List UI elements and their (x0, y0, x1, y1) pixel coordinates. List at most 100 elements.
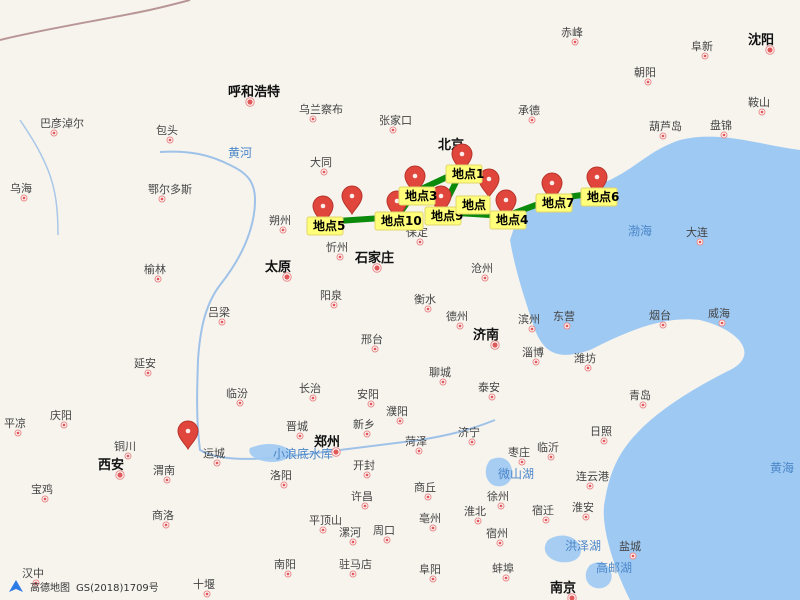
pin-dot (394, 198, 400, 204)
location-label: 地点7 (542, 195, 574, 210)
city-dot-center (520, 460, 524, 464)
city-dot-center (458, 324, 462, 328)
map-pin[interactable] (341, 185, 363, 216)
city-dot-center (311, 396, 315, 400)
city-label: 潍坊 (574, 351, 596, 365)
pin-body (478, 168, 500, 199)
city-dot-center (483, 276, 487, 280)
pin-dot (438, 193, 444, 199)
city-dot-center (321, 528, 325, 532)
city-dot-center (602, 439, 606, 443)
city-dot-center (549, 455, 553, 459)
city-label: 延安 (134, 356, 156, 370)
city-label: 滨州 (518, 312, 540, 326)
city-label: 开封 (353, 458, 375, 472)
city-dot-center (160, 197, 164, 201)
location-label: 地点6 (587, 189, 619, 204)
city-dot-center (284, 274, 290, 280)
city-label: 平凉 (4, 416, 26, 430)
map-license: GS(2018)1709号 (76, 583, 159, 594)
city-dot-center (698, 240, 702, 244)
city-label: 承德 (518, 103, 540, 117)
city-dot-center (164, 523, 168, 527)
city-dot-center (34, 581, 38, 585)
city-dot-center (333, 449, 339, 455)
city-label: 宿州 (486, 526, 508, 540)
city-dot-center (298, 434, 302, 438)
city-dot-center (722, 133, 726, 137)
city-dot-center (385, 538, 389, 542)
pin-dot (594, 174, 600, 180)
city-dot-center (156, 277, 160, 281)
city-label: 周口 (373, 524, 395, 537)
city-dot-center (351, 572, 355, 576)
city-label: 长治 (299, 381, 321, 395)
city-label: 商丘 (414, 480, 436, 494)
water-label: 小浪底水库 (273, 446, 333, 461)
city-label: 大同 (310, 155, 332, 169)
city-dot-center (470, 440, 474, 444)
gaoyou-lake (585, 562, 612, 589)
city-label: 庆阳 (50, 408, 72, 422)
city-label: 盐城 (619, 540, 641, 553)
city-dot-center (62, 423, 66, 427)
city-dot-center (365, 473, 369, 477)
city-label: 泰安 (478, 380, 500, 394)
city-label: 鞍山 (748, 95, 770, 109)
city-label: 临汾 (226, 386, 248, 400)
city-label: 运城 (203, 447, 225, 460)
city-dot-center (373, 347, 377, 351)
city-dot-center (238, 401, 242, 405)
city-dot-center (573, 40, 577, 44)
city-dot-center (441, 380, 445, 384)
city-dot-center (646, 80, 650, 84)
city-label: 德州 (446, 309, 468, 323)
city-dot-center (286, 572, 290, 576)
city-dot-center (569, 595, 575, 600)
city-label: 邢台 (361, 332, 383, 346)
city-dot-center (492, 342, 498, 348)
city-label: 平顶山 (309, 514, 342, 527)
city-label: 安阳 (357, 387, 379, 401)
city-dot-center (22, 196, 26, 200)
city-label: 徐州 (487, 489, 509, 503)
city-dot-center (584, 515, 588, 519)
city-dot-center (504, 576, 508, 580)
location-label: 地点 (462, 197, 486, 212)
city-label: 临沂 (537, 440, 559, 454)
city-label: 赤峰 (561, 26, 583, 39)
city-dot-center (374, 265, 380, 271)
city-label: 盘锦 (710, 118, 732, 132)
province-capital-label: 太原 (264, 259, 291, 275)
city-label: 榆林 (144, 262, 166, 276)
city-dot-center (215, 461, 219, 465)
city-dot-center (530, 327, 534, 331)
city-label: 汉中 (22, 567, 44, 580)
city-label: 朝阳 (634, 66, 656, 79)
city-label: 巴彦淖尔 (40, 116, 84, 130)
city-dot-center (338, 255, 342, 259)
map-pin[interactable] (478, 168, 500, 199)
city-label: 淮北 (464, 505, 486, 518)
city-dot-center (490, 395, 494, 399)
location-label: 地点1 (452, 166, 484, 181)
city-dot-center (720, 321, 724, 325)
city-dot-center (247, 99, 253, 105)
pin-body (341, 185, 363, 216)
city-dot-center (332, 303, 336, 307)
map-pin[interactable] (177, 420, 199, 451)
city-dot-center (476, 519, 480, 523)
city-label: 亳州 (419, 511, 441, 525)
location-labels: 地点1 地点3 地点9 地点10 地点5 地点4 地点7 地点6 地点 (306, 164, 619, 236)
city-dot-center (431, 577, 435, 581)
city-label: 许昌 (351, 490, 373, 503)
city-label: 商洛 (152, 508, 174, 522)
city-dot-center (363, 504, 367, 508)
pin-dot (412, 173, 418, 179)
province-capital-label: 石家庄 (354, 250, 394, 266)
city-dot-center (282, 483, 286, 487)
